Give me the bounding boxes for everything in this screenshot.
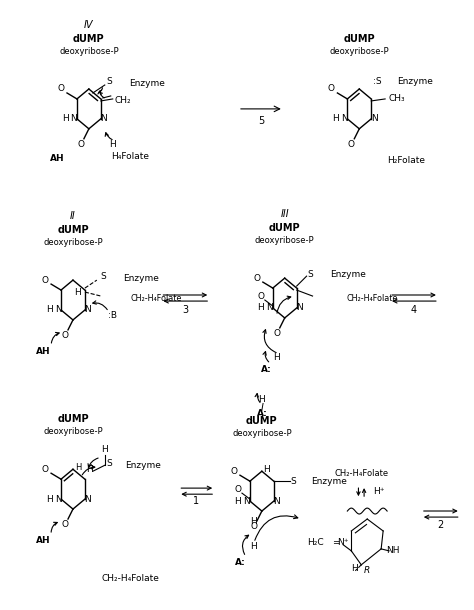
- Text: III: III: [281, 209, 289, 220]
- Text: N: N: [244, 497, 250, 506]
- Text: N: N: [371, 114, 378, 123]
- Text: Enzyme: Enzyme: [311, 476, 347, 486]
- Text: CH₃: CH₃: [389, 95, 405, 104]
- Text: 5: 5: [258, 116, 264, 126]
- Text: R: R: [364, 566, 370, 575]
- Text: :B: :B: [108, 312, 117, 320]
- Text: H: H: [273, 353, 280, 362]
- Text: deoxyribose-P: deoxyribose-P: [329, 46, 389, 56]
- Text: H: H: [258, 395, 265, 404]
- Text: N: N: [273, 497, 280, 506]
- Text: AH: AH: [36, 536, 50, 545]
- Text: 4: 4: [411, 305, 417, 315]
- Text: O: O: [257, 292, 264, 301]
- Text: CH₂-H₄Folate: CH₂-H₄Folate: [334, 468, 388, 478]
- Text: dUMP: dUMP: [269, 223, 301, 234]
- Text: O: O: [57, 85, 64, 93]
- Text: CH₂-H₄Folate: CH₂-H₄Folate: [346, 293, 398, 303]
- Text: N: N: [71, 114, 77, 123]
- Text: deoxyribose-P: deoxyribose-P: [43, 238, 103, 247]
- Text: H: H: [264, 465, 270, 474]
- Text: deoxyribose-P: deoxyribose-P: [255, 236, 315, 245]
- Text: S: S: [106, 459, 112, 468]
- Text: N: N: [55, 306, 62, 315]
- Text: I: I: [260, 403, 263, 412]
- Text: IV: IV: [84, 20, 94, 31]
- Text: Enzyme: Enzyme: [397, 76, 433, 85]
- Text: H: H: [251, 517, 257, 525]
- Text: CH₂: CH₂: [114, 96, 131, 106]
- Text: H⁺: H⁺: [374, 487, 385, 496]
- Text: O: O: [273, 329, 280, 339]
- Text: =: =: [332, 539, 339, 547]
- Text: O: O: [250, 523, 257, 531]
- Text: :S: :S: [373, 76, 382, 85]
- Text: N: N: [84, 495, 91, 504]
- Text: dUMP: dUMP: [344, 34, 375, 44]
- Text: deoxyribose-P: deoxyribose-P: [59, 46, 118, 56]
- Text: S: S: [100, 271, 106, 281]
- Text: NH: NH: [386, 547, 400, 555]
- Text: Enzyme: Enzyme: [128, 79, 164, 87]
- Text: CH₂-H₄Folate: CH₂-H₄Folate: [131, 293, 182, 303]
- Text: N⁺: N⁺: [337, 539, 349, 547]
- Text: H: H: [46, 306, 53, 315]
- Text: A:: A:: [262, 365, 272, 374]
- Text: H: H: [74, 287, 82, 296]
- Text: N: N: [266, 304, 273, 312]
- Text: H: H: [109, 140, 116, 149]
- Text: O: O: [254, 274, 260, 282]
- Text: N: N: [296, 304, 303, 312]
- Text: O: O: [230, 467, 237, 476]
- Text: CH₂-H₄Folate: CH₂-H₄Folate: [102, 574, 160, 583]
- Text: O: O: [62, 331, 69, 340]
- Text: AH: AH: [50, 154, 64, 163]
- Text: dUMP: dUMP: [73, 34, 105, 44]
- Text: H: H: [351, 564, 358, 573]
- Text: N: N: [100, 114, 107, 123]
- Text: H: H: [251, 542, 257, 551]
- Text: H₂Folate: H₂Folate: [387, 156, 425, 165]
- Text: H: H: [75, 463, 81, 472]
- Text: H₂C: H₂C: [307, 539, 323, 547]
- Text: O: O: [42, 465, 49, 474]
- Text: O: O: [42, 276, 49, 285]
- Text: H: H: [257, 304, 264, 312]
- Text: Enzyme: Enzyme: [123, 274, 158, 282]
- Text: N: N: [55, 495, 62, 504]
- Text: AH: AH: [36, 347, 50, 356]
- Text: H: H: [86, 465, 93, 474]
- Text: deoxyribose-P: deoxyribose-P: [43, 427, 103, 436]
- Text: II: II: [70, 212, 76, 221]
- Text: H: H: [332, 114, 339, 123]
- Text: S: S: [106, 76, 112, 85]
- Text: S: S: [291, 476, 297, 486]
- Text: 1: 1: [193, 496, 199, 506]
- Text: 2: 2: [438, 520, 444, 530]
- Text: O: O: [348, 140, 355, 149]
- Text: S: S: [308, 270, 313, 279]
- Text: deoxyribose-P: deoxyribose-P: [232, 429, 292, 438]
- Text: H: H: [235, 497, 241, 506]
- Text: dUMP: dUMP: [57, 225, 89, 235]
- Text: dUMP: dUMP: [246, 417, 278, 426]
- Text: O: O: [235, 485, 241, 493]
- Text: O: O: [328, 85, 335, 93]
- Text: O: O: [62, 520, 69, 529]
- Text: H: H: [46, 495, 53, 504]
- Text: N: N: [84, 306, 91, 315]
- Text: Enzyme: Enzyme: [330, 270, 366, 279]
- Text: H₄Folate: H₄Folate: [111, 152, 149, 161]
- Text: A:: A:: [235, 558, 246, 567]
- Text: Enzyme: Enzyme: [125, 461, 161, 470]
- Text: 3: 3: [182, 305, 188, 315]
- Text: N: N: [341, 114, 348, 123]
- Text: dUMP: dUMP: [57, 414, 89, 425]
- Text: H: H: [101, 445, 108, 454]
- Text: H: H: [62, 114, 68, 123]
- Text: A:: A:: [256, 409, 267, 418]
- Text: O: O: [77, 140, 84, 149]
